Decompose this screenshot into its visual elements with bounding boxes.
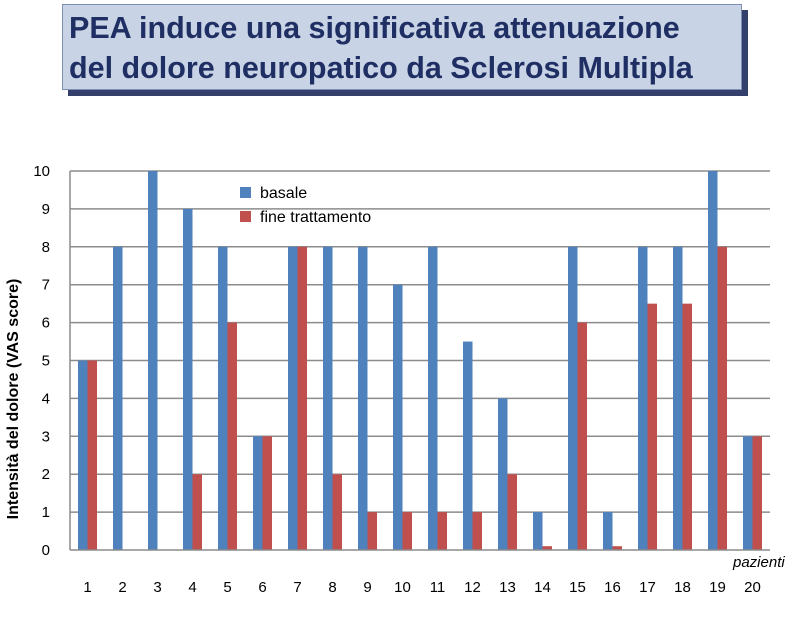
bar-basale-9: [358, 246, 368, 551]
x-tick-label: 14: [534, 579, 551, 596]
x-tick-label: 9: [363, 579, 371, 596]
y-tick-label: 1: [42, 504, 50, 521]
bar-basale-14: [533, 512, 543, 550]
bar-basale-15: [568, 246, 578, 551]
bar-basale-12: [463, 341, 473, 550]
y-tick-label: 3: [42, 428, 50, 445]
bar-fine-trattamento-15: [577, 322, 587, 550]
bar-fine-trattamento-18: [682, 303, 692, 550]
bar-basale-18: [673, 246, 683, 551]
bar-fine-trattamento-12: [472, 512, 482, 550]
bar-basale-13: [498, 398, 508, 550]
y-tick-label: 6: [42, 315, 50, 332]
x-tick-label: 10: [394, 579, 411, 596]
bar-fine-trattamento-20: [752, 436, 762, 550]
y-tick-label: 2: [42, 466, 50, 483]
x-tick-label: 12: [464, 579, 481, 596]
title-box: PEA induce una significativa attenuazion…: [62, 4, 742, 90]
bar-fine-trattamento-14: [542, 546, 552, 550]
bar-fine-trattamento-6: [262, 436, 272, 550]
legend-swatch-basale: [240, 187, 251, 198]
bar-basale-19: [708, 171, 718, 550]
bar-fine-trattamento-13: [507, 474, 517, 550]
bar-fine-trattamento-5: [227, 322, 237, 550]
x-tick-label: 11: [430, 579, 446, 596]
bar-fine-trattamento-7: [297, 246, 307, 551]
x-tick-label: 16: [604, 579, 621, 596]
bar-basale-17: [638, 246, 648, 551]
y-tick-label: 10: [33, 163, 50, 180]
y-tick-label: 4: [42, 390, 50, 407]
bar-basale-16: [603, 512, 613, 550]
x-tick-label: 19: [709, 579, 726, 596]
bar-basale-2: [113, 246, 123, 551]
y-tick-label: 5: [42, 353, 50, 370]
bars: [78, 171, 762, 551]
x-tick-label: 15: [569, 579, 586, 596]
bar-fine-trattamento-11: [437, 512, 447, 550]
bar-basale-3: [148, 171, 158, 550]
bar-basale-8: [323, 246, 333, 551]
y-tick-label: 7: [42, 277, 50, 294]
title-line-1: PEA induce una significativa attenuazion…: [69, 11, 680, 45]
x-tick-label: 8: [328, 579, 336, 596]
legend-swatch-fine-trattamento: [240, 211, 251, 222]
bar-fine-trattamento-9: [367, 512, 377, 550]
x-tick-label: 1: [83, 579, 91, 596]
bar-basale-4: [183, 208, 193, 550]
y-tick-label: 8: [42, 239, 50, 256]
title-line-2: del dolore neuropatico da Sclerosi Multi…: [69, 51, 693, 85]
legend-label-basale: basale: [260, 185, 307, 202]
bar-basale-7: [288, 246, 298, 551]
x-tick-label: 20: [744, 579, 761, 596]
x-tick-label: 17: [639, 579, 656, 596]
x-tick-label: 13: [499, 579, 516, 596]
bar-basale-5: [218, 246, 228, 551]
bar-fine-trattamento-17: [647, 303, 657, 550]
x-tick-label: 3: [153, 579, 161, 596]
y-tick-label: 9: [42, 201, 50, 218]
bar-basale-11: [428, 246, 438, 551]
bar-fine-trattamento-1: [87, 360, 97, 550]
gridlines: [70, 170, 770, 513]
x-tick-label: 4: [188, 579, 196, 596]
x-tick-label: 6: [258, 579, 266, 596]
x-tick-label: 5: [223, 579, 231, 596]
x-tick-label: 7: [293, 579, 301, 596]
bar-fine-trattamento-8: [332, 474, 342, 550]
legend-label-fine-trattamento: fine trattamento: [260, 209, 371, 226]
y-axis-label: Intensità del dolore (VAS score): [5, 279, 22, 520]
bar-fine-trattamento-19: [717, 246, 727, 551]
bar-fine-trattamento-16: [612, 546, 622, 550]
x-tick-label: 2: [118, 579, 126, 596]
bar-fine-trattamento-10: [402, 512, 412, 550]
bar-fine-trattamento-4: [192, 474, 202, 550]
bar-basale-20: [743, 436, 753, 550]
bar-basale-6: [253, 436, 263, 550]
x-tick-label: 18: [674, 579, 691, 596]
bar-basale-1: [78, 360, 88, 550]
y-tick-label: 0: [42, 542, 50, 559]
bar-basale-10: [393, 284, 403, 550]
legend: basale fine trattamento: [240, 185, 371, 226]
x-axis-label: pazienti: [732, 554, 785, 571]
